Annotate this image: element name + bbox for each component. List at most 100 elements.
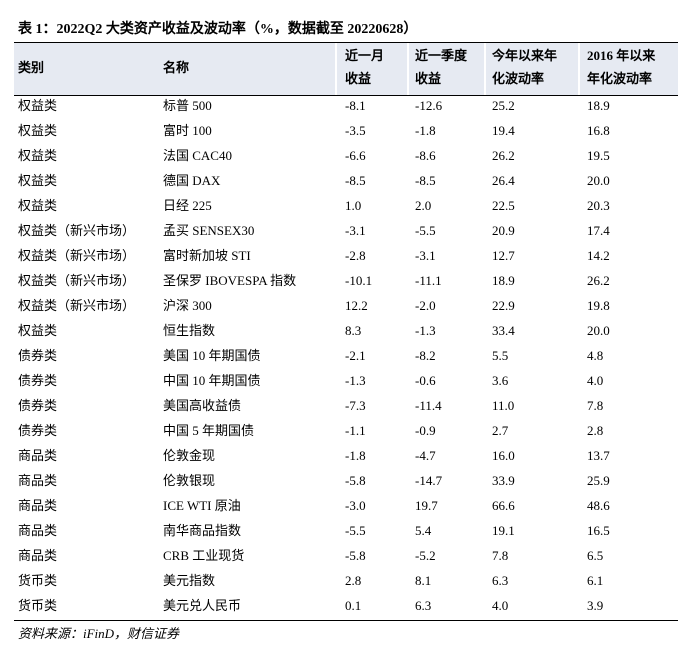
cell-value: -6.6 — [345, 148, 366, 163]
cell-value: 48.6 — [587, 498, 610, 513]
cell-value: -5.5 — [345, 523, 366, 538]
cell-text: 伦敦金现 — [163, 448, 216, 463]
cell-value: -0.9 — [415, 423, 436, 438]
cell-text: 权益类（新兴市场） — [18, 223, 136, 238]
cell-value: 2.0 — [415, 198, 432, 213]
cell-value: 20.0 — [587, 323, 610, 338]
cell-value: 20.0 — [587, 173, 610, 188]
cell-text: 圣保罗 IBOVESPA 指数 — [163, 273, 297, 288]
cell-value: 20.3 — [587, 198, 610, 213]
cell-value: 14.2 — [587, 248, 610, 263]
cell-text: 权益类 — [18, 148, 58, 163]
cell-value: 16.8 — [587, 123, 610, 138]
cell-value: -1.3 — [415, 323, 436, 338]
cell-value: -8.5 — [415, 173, 436, 188]
cell-value: -11.4 — [415, 398, 442, 413]
cell-text: 恒生指数 — [163, 323, 216, 338]
cell-value: 1.0 — [345, 198, 362, 213]
cell-text: 美元指数 — [163, 573, 216, 588]
cell-value: 19.7 — [415, 498, 438, 513]
cell-value: -5.8 — [345, 473, 366, 488]
cell-value: 19.4 — [492, 123, 515, 138]
cell-value: -8.6 — [415, 148, 436, 163]
cell-value: -2.1 — [345, 348, 366, 363]
cell-value: -5.5 — [415, 223, 436, 238]
cell-value: -4.7 — [415, 448, 436, 463]
cell-value: 16.5 — [587, 523, 610, 538]
cell-text: 富时新加坡 STI — [163, 248, 251, 263]
cell-value: -3.1 — [415, 248, 436, 263]
cell-text: 中国 10 年期国债 — [163, 373, 261, 388]
cell-value: 25.2 — [492, 98, 515, 113]
cell-value: 8.1 — [415, 573, 432, 588]
cell-value: 7.8 — [492, 548, 509, 563]
cell-value: 11.0 — [492, 398, 515, 413]
cell-value: 5.5 — [492, 348, 509, 363]
cell-text: 商品类 — [18, 473, 58, 488]
cell-text: 法国 CAC40 — [163, 148, 232, 163]
column-header: 年化波动率 — [587, 71, 653, 86]
cell-text: 权益类 — [18, 198, 58, 213]
cell-text: 债券类 — [18, 398, 58, 413]
cell-value: -2.8 — [345, 248, 366, 263]
table-title: 表 1：2022Q2 大类资产收益及波动率（%，数据截至 20220628） — [18, 22, 418, 37]
cell-text: 权益类（新兴市场） — [18, 298, 136, 313]
column-header: 类别 — [18, 60, 45, 75]
cell-value: 7.8 — [587, 398, 604, 413]
column-header: 收益 — [415, 71, 442, 86]
cell-text: 日经 225 — [163, 198, 212, 213]
cell-value: -5.2 — [415, 548, 436, 563]
cell-value: 0.1 — [345, 598, 362, 613]
cell-value: -11.1 — [415, 273, 442, 288]
column-header: 2016 年以来 — [587, 48, 656, 63]
cell-value: -3.1 — [345, 223, 366, 238]
cell-value: 33.4 — [492, 323, 515, 338]
source-note: 资料来源：iFinD，财信证券 — [18, 626, 180, 641]
cell-value: 2.8 — [587, 423, 604, 438]
cell-value: 16.0 — [492, 448, 515, 463]
cell-text: 德国 DAX — [163, 173, 221, 188]
cell-text: 美国 10 年期国债 — [163, 348, 261, 363]
cell-value: 33.9 — [492, 473, 515, 488]
cell-value: 4.0 — [587, 373, 604, 388]
cell-text: 权益类 — [18, 323, 58, 338]
cell-value: 22.9 — [492, 298, 515, 313]
cell-value: -1.8 — [345, 448, 366, 463]
cell-text: ICE WTI 原油 — [163, 498, 241, 513]
cell-value: -2.0 — [415, 298, 436, 313]
column-header: 名称 — [163, 60, 190, 75]
cell-text: 商品类 — [18, 523, 58, 538]
cell-text: 商品类 — [18, 498, 58, 513]
cell-value: 4.0 — [492, 598, 509, 613]
column-header: 化波动率 — [492, 71, 545, 86]
cell-value: -7.3 — [345, 398, 366, 413]
cell-value: 3.6 — [492, 373, 509, 388]
cell-value: 26.2 — [492, 148, 515, 163]
column-header: 近一月 — [345, 48, 385, 63]
cell-value: 17.4 — [587, 223, 610, 238]
cell-value: 3.9 — [587, 598, 604, 613]
cell-value: 19.1 — [492, 523, 515, 538]
cell-text: 中国 5 年期国债 — [163, 423, 255, 438]
cell-value: -8.1 — [345, 98, 366, 113]
cell-value: 66.6 — [492, 498, 515, 513]
cell-value: 18.9 — [587, 98, 610, 113]
column-header: 收益 — [345, 71, 372, 86]
cell-value: -0.6 — [415, 373, 436, 388]
cell-value: -1.8 — [415, 123, 436, 138]
cell-text: 权益类 — [18, 173, 58, 188]
cell-text: 债券类 — [18, 373, 58, 388]
cell-value: 22.5 — [492, 198, 515, 213]
cell-text: 美国高收益债 — [163, 398, 242, 413]
cell-value: 6.1 — [587, 573, 604, 588]
cell-text: 商品类 — [18, 448, 58, 463]
cell-value: -1.3 — [345, 373, 366, 388]
cell-text: 货币类 — [18, 573, 58, 588]
cell-value: 12.2 — [345, 298, 368, 313]
cell-text: 孟买 SENSEX30 — [163, 223, 255, 238]
cell-text: 债券类 — [18, 423, 58, 438]
cell-value: -1.1 — [345, 423, 366, 438]
cell-text: 货币类 — [18, 598, 58, 613]
cell-value: 12.7 — [492, 248, 515, 263]
